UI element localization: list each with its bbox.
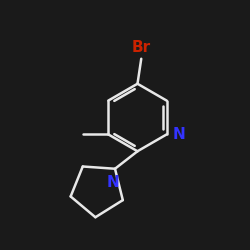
Text: Br: Br <box>132 40 151 55</box>
Text: N: N <box>106 175 119 190</box>
Text: N: N <box>173 127 186 142</box>
